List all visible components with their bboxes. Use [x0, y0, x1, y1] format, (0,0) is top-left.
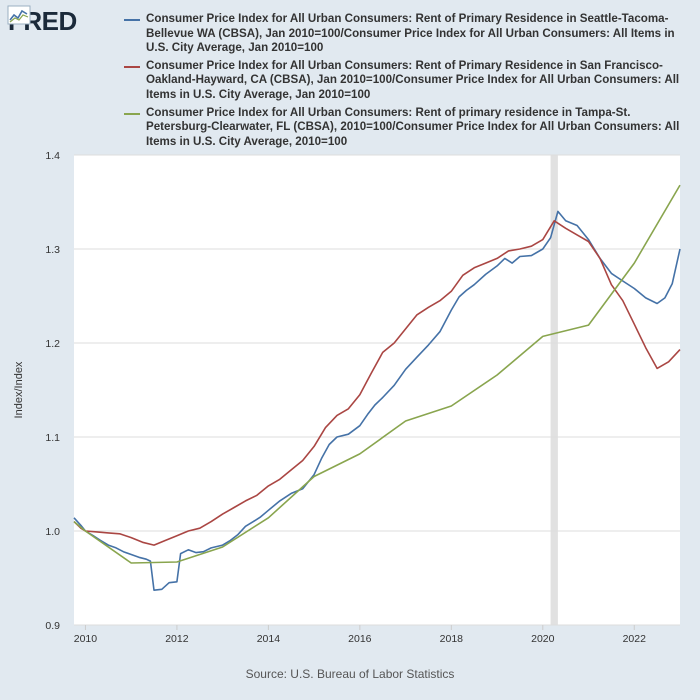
x-tick-label: 2016 [348, 633, 372, 645]
y-axis-title: Index/Index [13, 361, 25, 418]
y-tick-label: 0.9 [45, 620, 60, 632]
x-tick-label: 2010 [74, 633, 98, 645]
series-line-2 [73, 220, 681, 546]
x-tick-label: 2018 [440, 633, 464, 645]
y-tick-label: 1.1 [45, 432, 60, 444]
legend-item-2[interactable]: Consumer Price Index for All Urban Consu… [124, 59, 684, 103]
legend-label-3: Consumer Price Index for All Urban Consu… [146, 105, 680, 148]
legend-label-1: Consumer Price Index for All Urban Consu… [146, 12, 675, 55]
legend-item-3[interactable]: Consumer Price Index for All Urban Consu… [124, 106, 684, 150]
x-tick-label: 2014 [257, 633, 281, 645]
chart-header: FRED Consumer Price Index for All Urban … [0, 0, 700, 150]
source-note: Source: U.S. Bureau of Labor Statistics [245, 667, 455, 681]
x-tick-label: 2012 [165, 633, 189, 645]
legend-swatch-2 [124, 65, 140, 68]
legend-swatch-1 [124, 19, 140, 21]
y-tick-label: 1.4 [45, 150, 60, 162]
y-tick-label: 1.2 [45, 338, 60, 350]
y-tick-label: 1.0 [45, 526, 60, 538]
legend-item-1[interactable]: Consumer Price Index for All Urban Consu… [124, 12, 684, 56]
plot-background [74, 155, 680, 625]
recession-shading [550, 155, 558, 625]
series-line-3 [73, 184, 681, 564]
y-tick-label: 1.3 [45, 244, 60, 256]
legend-swatch-3 [124, 112, 140, 115]
x-tick-label: 2022 [623, 633, 647, 645]
series-line-1 [73, 210, 681, 592]
chart-legend: Consumer Price Index for All Urban Consu… [124, 12, 684, 152]
fred-logo[interactable]: FRED [7, 5, 77, 37]
legend-label-2: Consumer Price Index for All Urban Consu… [146, 58, 680, 101]
chart-line-icon [7, 5, 31, 25]
x-tick-label: 2020 [531, 633, 555, 645]
